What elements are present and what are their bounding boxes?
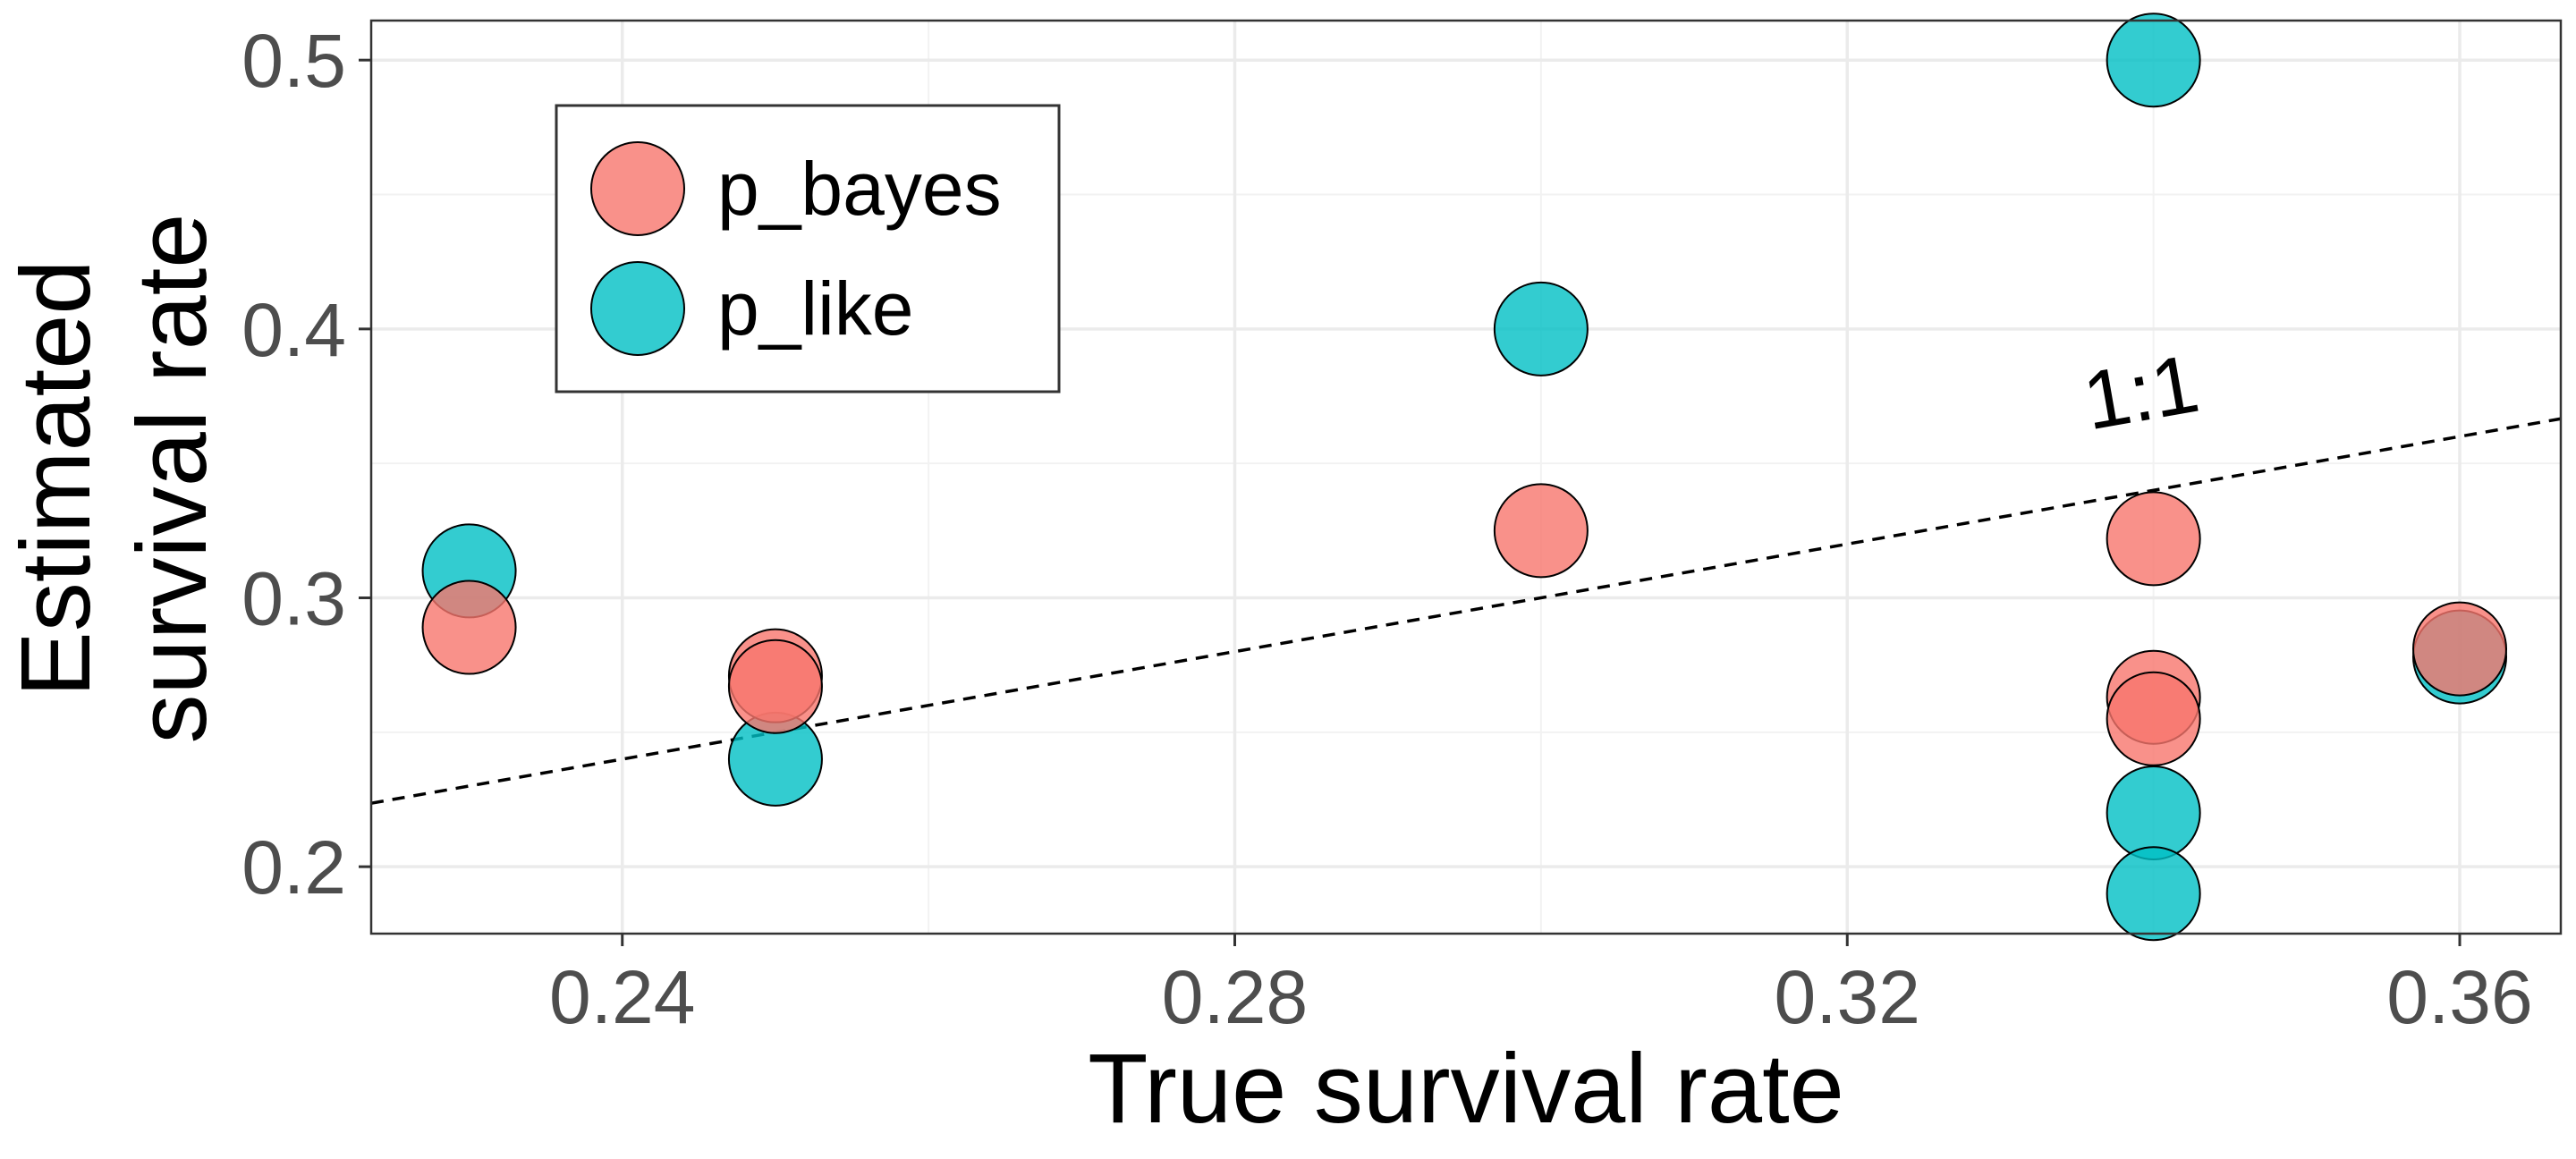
panel-border — [369, 19, 2563, 935]
legend-label-p-bayes: p_bayes — [717, 147, 1002, 231]
point-p-like-4 — [2106, 766, 2201, 861]
y-axis-title-line-1: Estimated — [1, 259, 111, 697]
point-p-like-5 — [2106, 846, 2201, 942]
point-p-bayes-4 — [2106, 491, 2201, 587]
y-tick-label-0: 0.2 — [242, 825, 346, 909]
legend: p_bayes p_like — [555, 104, 1061, 393]
y-tick-label-1: 0.3 — [242, 556, 346, 640]
legend-swatch-p-bayes — [590, 141, 685, 236]
x-tick-label-1: 0.28 — [1162, 955, 1309, 1039]
point-p-bayes-3 — [1493, 483, 1589, 579]
y-axis-ticks: 0.2 0.3 0.4 0.5 — [242, 19, 371, 909]
x-tick-label-3: 0.36 — [2386, 955, 2533, 1039]
point-p-bayes-0 — [421, 580, 517, 675]
data-points — [421, 13, 2508, 942]
y-tick-label-3: 0.5 — [242, 19, 346, 103]
y-axis-title: Estimated survival rate — [1, 214, 227, 744]
point-p-bayes-7 — [2412, 601, 2508, 697]
y-axis-title-line-2: survival rate — [117, 214, 227, 744]
x-axis-ticks: 0.24 0.28 0.32 0.36 — [549, 934, 2533, 1039]
legend-swatch-p-like — [590, 261, 685, 356]
major-gridlines — [371, 21, 2561, 934]
x-tick-label-0: 0.24 — [549, 955, 696, 1039]
point-p-bayes-2 — [727, 639, 823, 734]
y-tick-label-2: 0.4 — [242, 288, 346, 372]
reference-line-label: 1:1 — [2077, 338, 2206, 448]
point-p-like-3 — [2106, 13, 2201, 108]
point-p-like-2 — [1493, 281, 1589, 376]
x-tick-label-2: 0.32 — [1775, 955, 1921, 1039]
x-axis-title: True survival rate — [1088, 1034, 1844, 1144]
legend-label-p-like: p_like — [717, 266, 913, 351]
point-p-bayes-6 — [2106, 671, 2201, 766]
